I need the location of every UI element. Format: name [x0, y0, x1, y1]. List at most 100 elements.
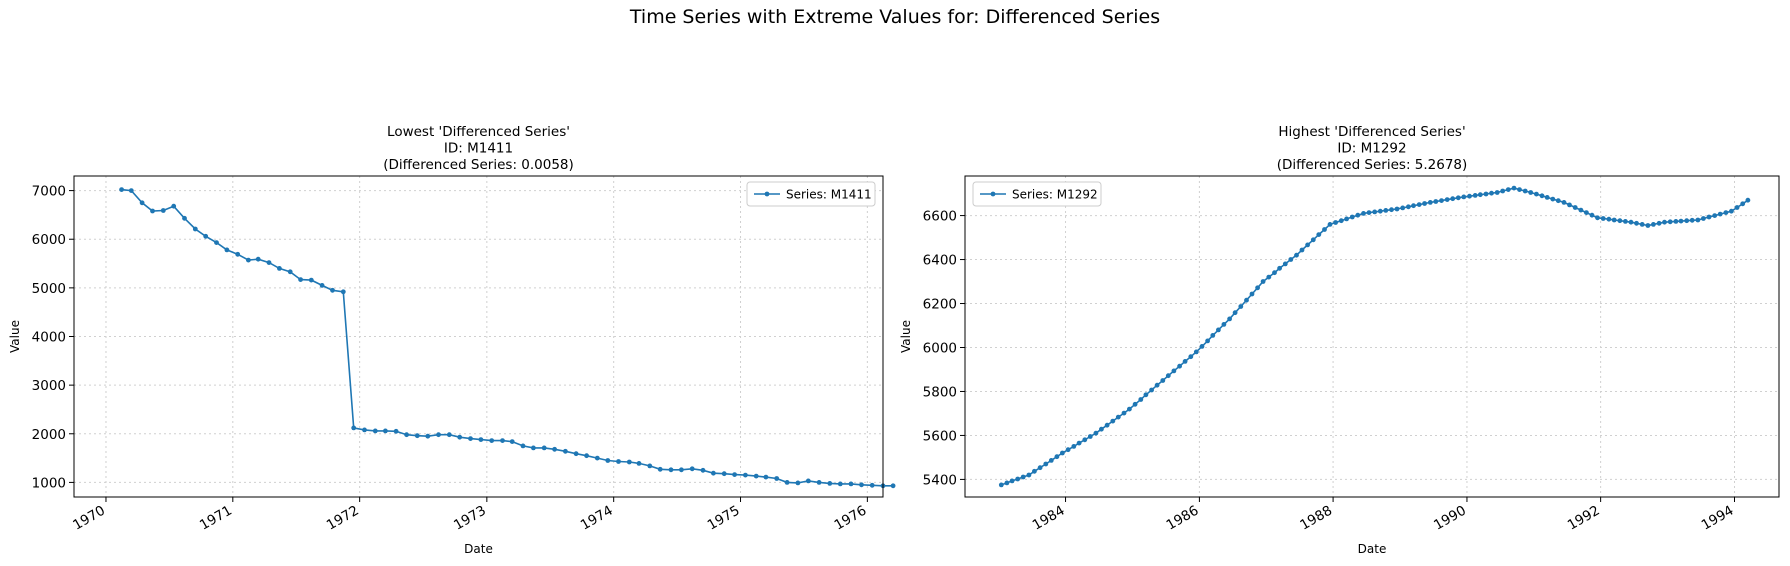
data-point — [837, 481, 843, 487]
data-point — [1505, 187, 1511, 193]
data-point — [732, 472, 737, 477]
data-point — [1472, 193, 1478, 198]
data-point — [594, 455, 600, 461]
data-point — [255, 256, 261, 262]
data-point — [573, 451, 579, 457]
legend-marker — [764, 191, 770, 197]
data-point — [1361, 211, 1366, 216]
data-point — [393, 428, 399, 434]
data-point — [372, 428, 378, 434]
data-point — [1099, 426, 1104, 432]
y-tick-label: 5600 — [923, 428, 957, 444]
data-point — [1494, 190, 1500, 195]
data-point — [203, 233, 209, 239]
y-tick-label: 1000 — [32, 475, 66, 491]
data-point — [1461, 194, 1467, 200]
chart-panel-highest: Highest 'Differenced Series'ID: M1292(Di… — [899, 124, 1780, 556]
data-point — [1729, 208, 1734, 214]
data-point — [1477, 192, 1483, 198]
data-point — [763, 474, 769, 480]
data-point — [1489, 190, 1494, 196]
x-tick-label: 1973 — [451, 503, 489, 534]
data-point — [636, 461, 642, 466]
data-point — [224, 247, 230, 253]
x-tick-label: 1976 — [832, 503, 870, 534]
data-point — [1595, 215, 1600, 221]
data-point — [520, 443, 526, 449]
data-point — [1734, 205, 1740, 210]
data-point — [1004, 480, 1010, 486]
grid-lines — [74, 176, 883, 497]
data-point — [478, 437, 484, 442]
data-point — [509, 439, 515, 444]
data-point — [1282, 261, 1288, 267]
data-point — [500, 438, 505, 443]
y-tick-label: 6400 — [923, 253, 957, 269]
data-point — [552, 446, 557, 452]
chart-title-line: Lowest 'Differenced Series' — [387, 124, 570, 140]
x-tick-label: 1994 — [1699, 503, 1737, 534]
data-point — [446, 432, 452, 438]
data-point — [1377, 208, 1383, 214]
figure-title: Time Series with Extreme Values for: Dif… — [629, 6, 1161, 28]
data-point — [1344, 216, 1349, 222]
data-point — [1634, 220, 1639, 226]
data-point — [1695, 217, 1701, 223]
data-point — [1294, 252, 1299, 258]
x-axis-label: Date — [1358, 542, 1387, 556]
data-point — [1082, 437, 1088, 443]
data-point — [468, 436, 473, 441]
legend-label: Series: M1292 — [1012, 188, 1098, 202]
data-point — [668, 467, 674, 473]
data-point — [308, 277, 314, 283]
data-point — [1272, 270, 1277, 276]
data-point — [1400, 205, 1406, 211]
data-point — [848, 481, 854, 487]
data-point — [160, 208, 166, 213]
data-point — [1651, 222, 1656, 227]
data-point — [1427, 200, 1433, 205]
data-point — [1009, 478, 1015, 484]
data-point — [351, 425, 357, 431]
data-point — [1160, 378, 1166, 383]
data-point — [1745, 197, 1751, 203]
data-point — [1517, 187, 1522, 193]
data-point — [1544, 195, 1550, 200]
x-tick-label: 1990 — [1431, 503, 1469, 534]
x-tick-label: 1984 — [1030, 503, 1068, 534]
data-point — [1277, 265, 1282, 271]
data-point — [171, 203, 177, 209]
data-point — [1444, 197, 1450, 203]
data-point — [1656, 220, 1662, 226]
data-point — [1623, 219, 1628, 224]
x-tick-label: 1986 — [1164, 503, 1202, 534]
data-point — [1060, 450, 1065, 456]
y-tick-label: 2000 — [32, 427, 66, 443]
data-point — [1260, 279, 1266, 284]
y-tick-label: 6200 — [923, 297, 957, 313]
x-axis-label: Date — [464, 542, 493, 556]
data-point — [214, 240, 219, 246]
data-point — [1093, 430, 1099, 436]
data-point — [1076, 440, 1082, 446]
plot-frame — [964, 175, 1780, 498]
data-point — [1143, 392, 1149, 398]
data-point — [1255, 285, 1260, 291]
data-point — [436, 432, 441, 438]
data-point — [1065, 447, 1071, 453]
data-point — [541, 445, 547, 451]
data-point — [1154, 382, 1160, 388]
data-point — [404, 432, 409, 438]
series-line — [1001, 187, 1749, 486]
data-point — [743, 472, 748, 478]
data-point — [721, 471, 727, 477]
data-point — [1199, 344, 1205, 349]
data-point — [1032, 468, 1037, 474]
data-point — [774, 476, 780, 481]
data-point — [1310, 237, 1316, 243]
grid-lines — [965, 176, 1779, 497]
data-point — [1555, 198, 1561, 204]
data-point — [1127, 406, 1132, 412]
data-point — [1678, 218, 1684, 224]
data-point — [1020, 474, 1026, 480]
